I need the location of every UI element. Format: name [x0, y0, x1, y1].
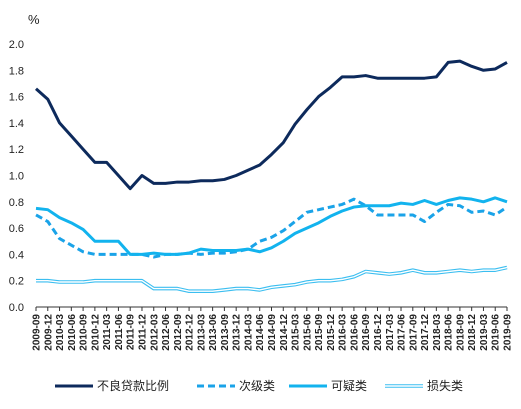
x-tick-label: 2012-03 [149, 314, 160, 351]
series-line-inner-loss [36, 266, 508, 292]
x-tick-label: 2011-09 [126, 314, 137, 351]
x-tick-label: 2017-03 [385, 314, 396, 351]
series-line-doubtful [35, 196, 508, 256]
x-tick-label: 2013-09 [220, 314, 231, 351]
x-tick-label: 2015-12 [326, 314, 337, 351]
x-tick-label: 2016-09 [361, 314, 372, 351]
series-line-substandard [35, 197, 508, 259]
x-tick-label: 2010-09 [79, 314, 90, 351]
y-axis: 0.0 0.2 0.4 0.6 0.8 1.0 1.2 1.4 1.6 1.8 2.0 [9, 39, 24, 314]
y-tick-label: 1.0 [9, 171, 24, 183]
x-tick-label: 2011-12 [137, 314, 148, 351]
x-tick-label: 2014-03 [243, 314, 254, 351]
x-tick-label: 2016-06 [349, 314, 360, 351]
y-tick-label: 1.8 [9, 65, 24, 77]
series-line-npl-ratio [35, 59, 508, 191]
x-tick-label: 2010-12 [90, 314, 101, 351]
x-tick-label: 2009-12 [43, 314, 54, 351]
x-tick-label: 2015-09 [314, 314, 325, 351]
x-tick-label: 2018-06 [444, 314, 455, 351]
x-tick-label: 2010-03 [55, 314, 66, 351]
y-tick-label: 0.4 [9, 249, 24, 261]
legend-label-npl-ratio: 不良贷款比例 [97, 378, 169, 393]
x-tick-label: 2010-06 [67, 314, 78, 351]
x-tick-label: 2017-12 [420, 314, 431, 351]
x-tick-label: 2014-12 [279, 314, 290, 351]
y-tick-label: 2.0 [9, 39, 24, 51]
x-tick-label: 2012-12 [185, 314, 196, 351]
y-tick-label: 0.0 [9, 302, 24, 314]
x-tick-label: 2013-12 [232, 314, 243, 351]
x-tick-label: 2019-06 [491, 314, 502, 351]
x-tick-label: 2018-12 [467, 314, 478, 351]
x-tick-label: 2009-09 [32, 314, 43, 351]
x-tick-label: 2016-12 [373, 314, 384, 351]
x-tick-label: 2015-03 [291, 314, 302, 351]
x-tick-label: 2019-09 [503, 314, 514, 351]
x-tick-label: 2011-06 [114, 314, 125, 351]
legend: 不良贷款比例 次级类 可疑类 损失类 [55, 378, 463, 393]
x-tick-label: 2017-09 [408, 314, 419, 351]
y-tick-label: 1.2 [9, 144, 24, 156]
x-tick-label: 2018-03 [432, 314, 443, 351]
y-tick-label: 1.6 [9, 92, 24, 104]
series-layer [35, 59, 508, 294]
x-tick-label: 2013-03 [196, 314, 207, 351]
y-tick-label: 1.4 [9, 118, 24, 130]
x-tick-label: 2019-03 [479, 314, 490, 351]
x-tick-label: 2017-06 [397, 314, 408, 351]
x-tick-label: 2012-06 [161, 314, 172, 351]
x-tick-label: 2014-06 [255, 314, 266, 351]
x-tick-label: 2016-03 [338, 314, 349, 351]
y-tick-label: 0.8 [9, 197, 24, 209]
legend-label-substandard: 次级类 [239, 379, 275, 393]
x-tick-label: 2012-09 [173, 314, 184, 351]
x-tick-label: 2015-06 [302, 314, 313, 351]
legend-label-loss: 损失类 [427, 378, 463, 393]
y-tick-label: 0.6 [9, 223, 24, 235]
y-unit-label: % [28, 12, 40, 27]
x-axis: 2009-09 2009-12 2010-03 2010-06 2010-09 2010-… [32, 306, 514, 351]
x-tick-label: 2011-03 [102, 314, 113, 351]
legend-label-doubtful: 可疑类 [331, 378, 367, 393]
x-tick-label: 2013-06 [208, 314, 219, 351]
y-tick-label: 0.2 [9, 276, 24, 288]
x-tick-label: 2014-09 [267, 314, 278, 351]
x-tick-label: 2018-09 [455, 314, 466, 351]
